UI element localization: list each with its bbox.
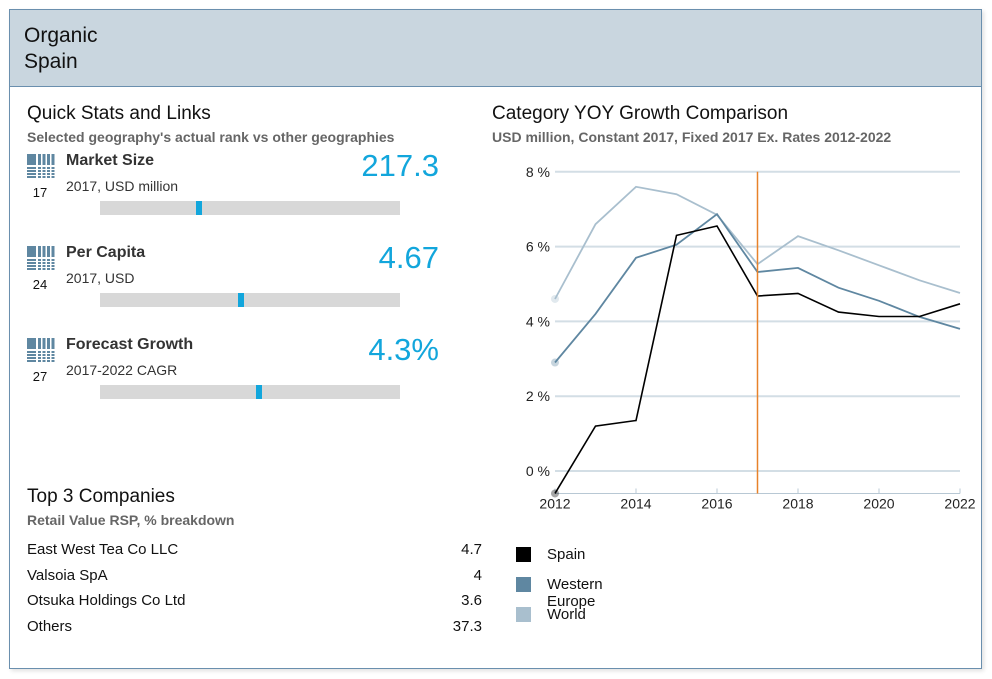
category-card: Organic Spain: [9, 9, 982, 669]
series-start-point: [551, 358, 559, 367]
geography-title: Spain: [24, 50, 78, 73]
stat-value: 4.3%: [368, 332, 439, 367]
y-tick-label: 8 %: [526, 164, 550, 180]
stat-subtitle: 2017, USD million: [66, 178, 179, 194]
chart-title: Category YOY Growth Comparison: [492, 103, 789, 124]
rank-bar: [100, 293, 400, 307]
rank-number: 24: [32, 277, 48, 292]
x-tick-label: 2012: [539, 495, 570, 511]
company-share: 3.6: [461, 592, 482, 610]
y-tick-label: 0 %: [526, 463, 550, 479]
x-tick-label: 2016: [701, 495, 732, 511]
rank-marker: [238, 293, 244, 307]
company-share: 4.7: [461, 541, 482, 558]
stat-forecast-growth[interactable]: 27 Forecast Growth 2017-2022 CAGR 4.3%: [27, 332, 447, 406]
chart-subtitle: USD million, Constant 2017, Fixed 2017 E…: [492, 129, 892, 145]
top-companies-subtitle: Retail Value RSP, % breakdown: [27, 512, 235, 528]
legend-swatch: [516, 577, 531, 592]
company-name: East West Tea Co LLC: [27, 541, 179, 558]
top-companies-title: Top 3 Companies: [27, 486, 175, 507]
rank-number: 27: [32, 369, 48, 384]
stat-value: 4.67: [378, 240, 439, 275]
stat-market-size[interactable]: 17 Market Size 2017, USD million 217.3: [27, 148, 447, 222]
company-row[interactable]: Valsoia SpA 4: [27, 567, 482, 593]
y-tick-label: 6 %: [526, 239, 550, 255]
legend-swatch: [516, 547, 531, 562]
y-tick-label: 2 %: [526, 388, 550, 404]
legend-label: World: [547, 606, 586, 623]
stat-value: 217.3: [361, 148, 439, 183]
rank-grid-icon: [27, 154, 55, 178]
quick-stats-subtitle: Selected geography's actual rank vs othe…: [27, 129, 395, 145]
rank-number: 17: [32, 185, 48, 200]
rank-marker: [196, 201, 202, 215]
y-tick-label: 4 %: [526, 313, 550, 329]
company-name: Others: [27, 618, 73, 636]
stat-subtitle: 2017, USD: [66, 270, 135, 286]
stat-label: Forecast Growth: [66, 336, 194, 353]
x-tick-label: 2022: [944, 495, 975, 511]
stat-label: Market Size: [66, 152, 155, 169]
x-tick-label: 2020: [863, 495, 894, 511]
x-tick-label: 2014: [620, 495, 651, 511]
series-start-point: [551, 294, 559, 303]
x-tick-label: 2018: [782, 495, 813, 511]
legend-label: Spain: [547, 546, 586, 563]
company-name: Otsuka Holdings Co Ltd: [27, 592, 186, 610]
company-share: 37.3: [452, 618, 482, 636]
series-start-point: [551, 489, 559, 498]
rank-bar: [100, 201, 400, 215]
company-name: Valsoia SpA: [27, 566, 108, 584]
quick-stats-title: Quick Stats and Links: [27, 103, 211, 124]
legend-label: Western Europe: [547, 576, 603, 610]
rank-grid-icon: [27, 338, 55, 362]
card-header: Organic Spain: [10, 10, 981, 87]
rank-marker: [256, 385, 262, 399]
companies-list: East West Tea Co LLC 4.7 Valsoia SpA 4 O…: [27, 541, 482, 644]
stat-per-capita[interactable]: 24 Per Capita 2017, USD 4.67: [27, 240, 447, 314]
company-row[interactable]: Others 37.3: [27, 618, 482, 644]
category-title: Organic: [24, 24, 98, 47]
company-share: 4: [473, 566, 482, 584]
company-row[interactable]: Otsuka Holdings Co Ltd 3.6: [27, 592, 482, 618]
company-row[interactable]: East West Tea Co LLC 4.7: [27, 541, 482, 567]
rank-grid-icon: [27, 246, 55, 270]
stat-subtitle: 2017-2022 CAGR: [66, 362, 178, 378]
stat-label: Per Capita: [66, 244, 146, 261]
rank-bar: [100, 385, 400, 399]
legend-swatch: [516, 607, 531, 622]
